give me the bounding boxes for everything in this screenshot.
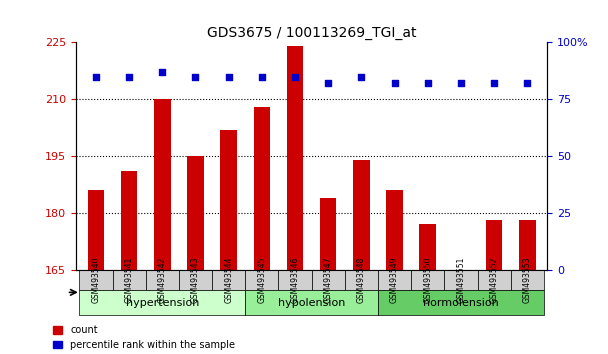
Text: GSM493542: GSM493542 xyxy=(158,257,167,303)
Title: GDS3675 / 100113269_TGI_at: GDS3675 / 100113269_TGI_at xyxy=(207,26,416,40)
Text: hypertension: hypertension xyxy=(126,298,199,308)
Text: GSM493540: GSM493540 xyxy=(91,257,100,303)
FancyBboxPatch shape xyxy=(278,270,311,290)
Point xyxy=(323,81,333,86)
Text: normolension: normolension xyxy=(423,298,499,308)
Point xyxy=(91,74,101,79)
Point xyxy=(423,81,433,86)
Bar xyxy=(486,221,502,270)
Bar xyxy=(519,221,536,270)
Point xyxy=(290,74,300,79)
Legend: count, percentile rank within the sample: count, percentile rank within the sample xyxy=(49,321,239,354)
FancyBboxPatch shape xyxy=(345,270,378,290)
Text: GSM493553: GSM493553 xyxy=(523,257,532,303)
Bar xyxy=(420,224,436,270)
Text: GSM493546: GSM493546 xyxy=(291,257,300,303)
FancyBboxPatch shape xyxy=(378,290,544,315)
Text: GSM493549: GSM493549 xyxy=(390,257,399,303)
Bar xyxy=(320,198,336,270)
Bar xyxy=(353,160,370,270)
Text: GSM493544: GSM493544 xyxy=(224,257,233,303)
FancyBboxPatch shape xyxy=(378,270,411,290)
Bar xyxy=(287,46,303,270)
Bar xyxy=(88,190,104,270)
Text: GSM493545: GSM493545 xyxy=(257,257,266,303)
Point xyxy=(489,81,499,86)
Bar xyxy=(154,99,171,270)
Point xyxy=(124,74,134,79)
FancyBboxPatch shape xyxy=(444,270,477,290)
Bar xyxy=(121,171,137,270)
FancyBboxPatch shape xyxy=(411,270,444,290)
FancyBboxPatch shape xyxy=(179,270,212,290)
FancyBboxPatch shape xyxy=(212,270,245,290)
Point xyxy=(522,81,532,86)
Point xyxy=(356,74,366,79)
FancyBboxPatch shape xyxy=(245,290,378,315)
Text: hypolension: hypolension xyxy=(278,298,345,308)
FancyBboxPatch shape xyxy=(511,270,544,290)
Text: GSM493541: GSM493541 xyxy=(125,257,134,303)
FancyBboxPatch shape xyxy=(79,270,112,290)
FancyBboxPatch shape xyxy=(477,270,511,290)
Point xyxy=(390,81,399,86)
Point xyxy=(257,74,267,79)
Bar xyxy=(220,130,237,270)
FancyBboxPatch shape xyxy=(311,270,345,290)
Bar xyxy=(254,107,270,270)
Text: GSM493551: GSM493551 xyxy=(457,257,465,303)
FancyBboxPatch shape xyxy=(245,270,278,290)
Point xyxy=(190,74,200,79)
Point xyxy=(224,74,233,79)
Text: GSM493547: GSM493547 xyxy=(323,257,333,303)
FancyBboxPatch shape xyxy=(79,290,245,315)
FancyBboxPatch shape xyxy=(146,270,179,290)
Point xyxy=(157,69,167,75)
Bar xyxy=(187,156,204,270)
Text: GSM493552: GSM493552 xyxy=(489,257,499,303)
Point xyxy=(456,81,466,86)
FancyBboxPatch shape xyxy=(112,270,146,290)
Text: GSM493548: GSM493548 xyxy=(357,257,366,303)
Bar xyxy=(386,190,403,270)
Text: GSM493550: GSM493550 xyxy=(423,257,432,303)
Text: GSM493543: GSM493543 xyxy=(191,257,200,303)
